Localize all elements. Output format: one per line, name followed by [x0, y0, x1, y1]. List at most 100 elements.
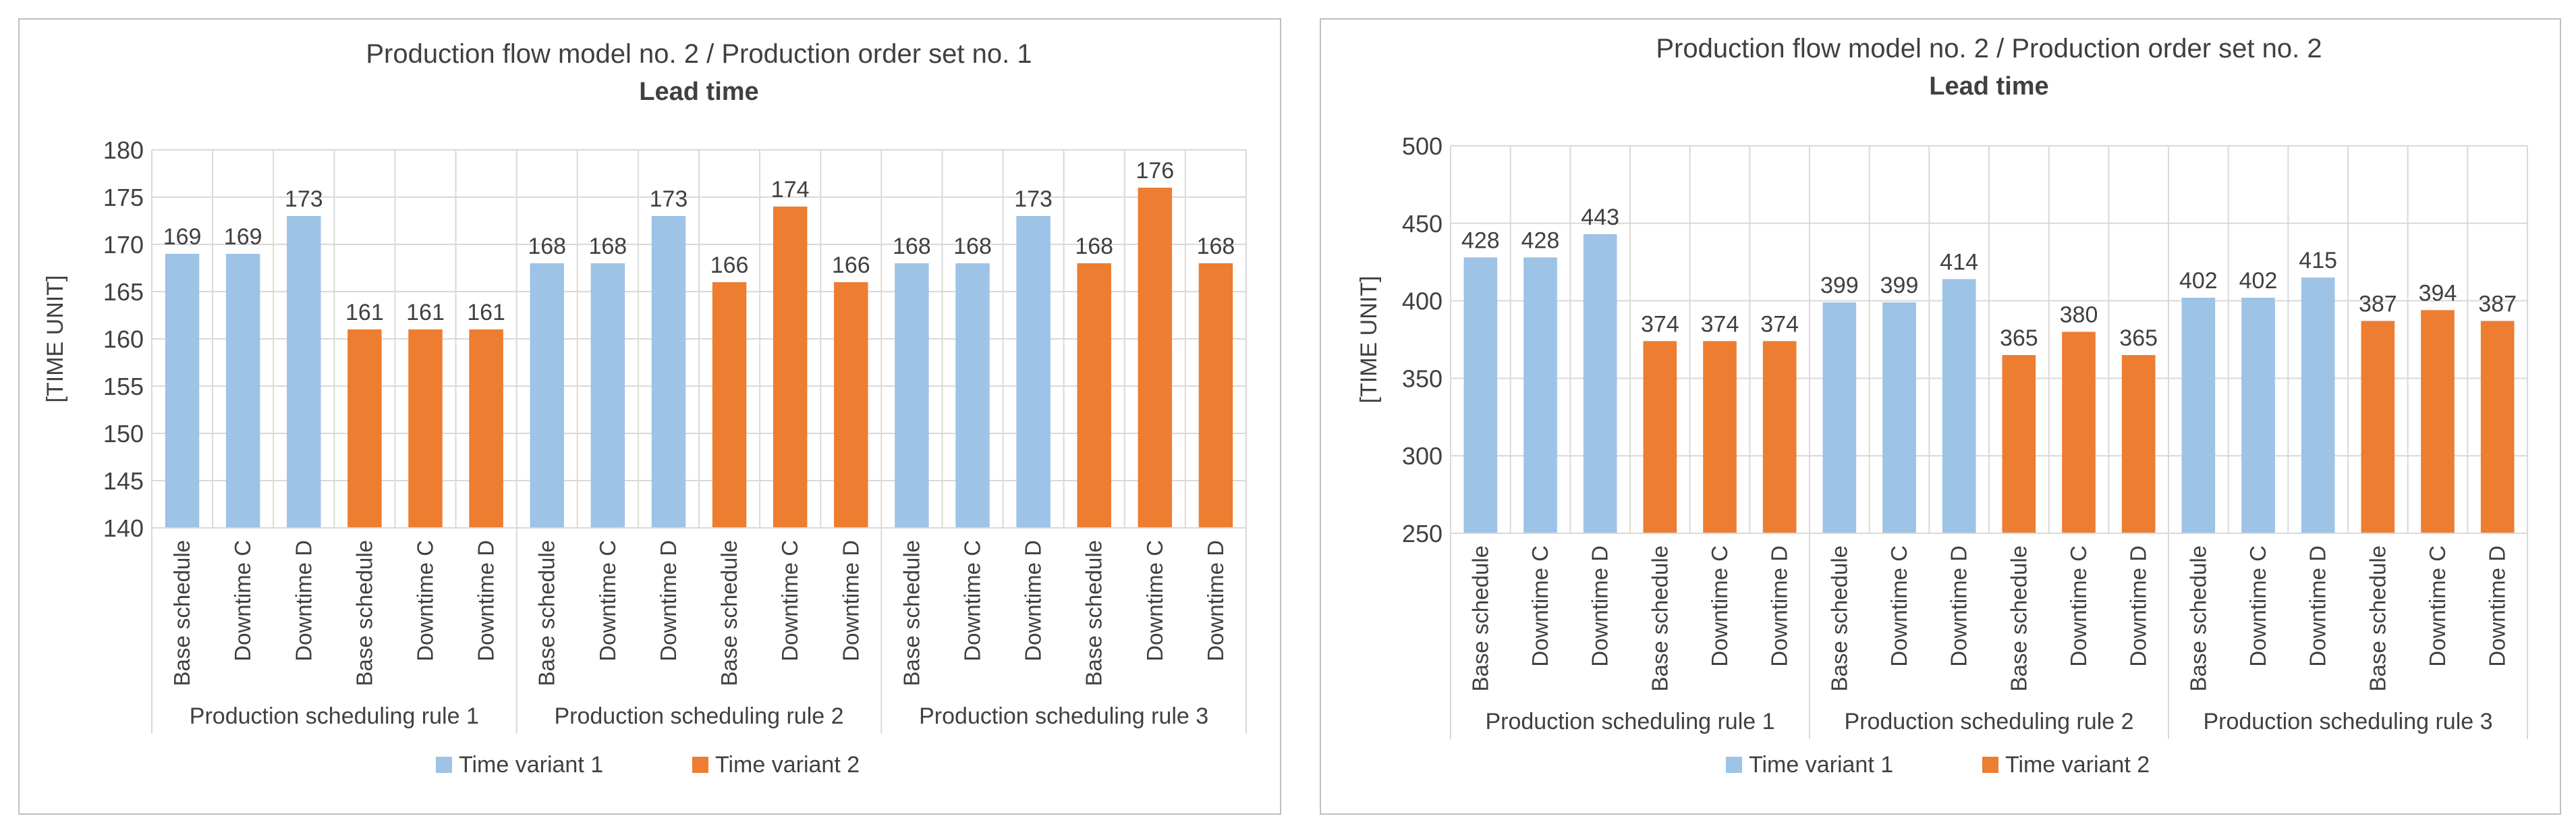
data-label: 402 [2179, 268, 2218, 294]
bar [1703, 341, 1737, 533]
y-tick-label: 155 [103, 373, 144, 400]
data-label: 399 [1820, 273, 1859, 298]
x-tick-label: Downtime C [1886, 545, 1911, 667]
x-tick-label: Downtime C [2066, 545, 2091, 667]
bar [651, 216, 686, 528]
data-label: 443 [1581, 205, 1619, 230]
bar [2421, 310, 2455, 533]
x-tick-label: Base schedule [1826, 545, 1851, 691]
bar [1016, 216, 1051, 528]
group-label: Production scheduling rule 2 [554, 703, 843, 729]
y-tick-label: 175 [103, 184, 144, 211]
x-tick-label: Base schedule [2185, 545, 2210, 691]
chart-1: Production flow model no. 2 / Production… [18, 18, 1281, 815]
bar [955, 263, 990, 528]
bar [1942, 279, 1976, 533]
data-label: 168 [1075, 234, 1113, 259]
y-tick-label: 300 [1402, 442, 1443, 470]
x-tick-label: Base schedule [352, 540, 376, 686]
legend-swatch [1726, 757, 1742, 773]
x-tick-label: Base schedule [2365, 545, 2390, 691]
x-tick-label: Base schedule [717, 540, 741, 686]
data-label: 387 [2359, 291, 2397, 317]
data-label: 387 [2478, 291, 2517, 317]
x-tick-label: Base schedule [1647, 545, 1672, 691]
bar [590, 263, 625, 528]
x-tick-label: Base schedule [1082, 540, 1107, 686]
bar [530, 263, 564, 528]
legend-label: Time variant 1 [1749, 752, 1893, 778]
legend: Time variant 1 Time variant 2 [1726, 752, 2150, 778]
bar [408, 329, 443, 528]
x-tick-label: Base schedule [2006, 545, 2031, 691]
data-label: 169 [224, 224, 262, 250]
y-tick-label: 150 [103, 420, 144, 448]
data-label: 161 [467, 300, 505, 325]
chart-title: Production flow model no. 2 / Production… [1656, 34, 2322, 63]
group-label: Production scheduling rule 3 [2203, 709, 2492, 734]
chart-subtitle: Lead time [639, 78, 758, 106]
y-axis-label: [TIME UNIT] [1356, 276, 1382, 404]
x-tick-label: Downtime D [2126, 545, 2151, 667]
bar [1463, 257, 1498, 533]
x-tick-label: Downtime C [960, 540, 985, 662]
bar [1583, 234, 1617, 533]
bar [1138, 188, 1173, 528]
data-label: 428 [1461, 227, 1500, 253]
y-tick-label: 165 [103, 278, 144, 306]
x-tick-label: Downtime D [1767, 545, 1792, 667]
y-tick-label: 250 [1402, 520, 1443, 547]
y-tick-label: 350 [1402, 365, 1443, 392]
group-label: Production scheduling rule 1 [1485, 709, 1774, 734]
data-label: 414 [1940, 249, 1978, 275]
y-tick-label: 500 [1402, 132, 1443, 160]
x-tick-label: Downtime D [291, 540, 316, 662]
bar [1523, 257, 1557, 533]
bar [2241, 298, 2275, 533]
x-tick-label: Base schedule [1467, 545, 1492, 691]
legend-swatch [692, 757, 708, 773]
data-label: 173 [650, 186, 688, 212]
data-label: 176 [1136, 158, 1174, 184]
x-tick-label: Downtime D [656, 540, 681, 662]
x-tick-label: Downtime D [1021, 540, 1046, 662]
y-tick-label: 145 [103, 467, 144, 495]
data-label: 374 [1641, 311, 1679, 337]
data-label: 380 [2060, 302, 2098, 328]
bar [2480, 321, 2515, 533]
x-tick-label: Downtime D [1588, 545, 1613, 667]
group-label: Production scheduling rule 1 [190, 703, 479, 729]
x-tick-label: Downtime D [2305, 545, 2330, 667]
bar [2181, 298, 2216, 533]
bar [469, 329, 503, 528]
y-tick-label: 400 [1402, 288, 1443, 315]
data-label: 161 [406, 300, 445, 325]
data-label: 173 [1014, 186, 1053, 212]
bar [287, 216, 321, 528]
bar [2121, 354, 2156, 533]
x-tick-label: Downtime D [2485, 545, 2510, 667]
chart-2: Production flow model no. 2 / Production… [1320, 18, 2561, 815]
chart-subtitle: Lead time [1929, 72, 2048, 101]
x-tick-label: Base schedule [169, 540, 194, 686]
bar [1762, 341, 1797, 533]
data-label: 428 [1521, 227, 1560, 253]
x-tick-label: Downtime D [1947, 545, 1971, 667]
legend-swatch [1982, 757, 1998, 773]
chart-title: Production flow model no. 2 / Production… [366, 39, 1032, 69]
bar [347, 329, 382, 528]
y-tick-label: 180 [103, 136, 144, 164]
bar [1198, 263, 1233, 528]
x-tick-label: Downtime C [2425, 545, 2450, 667]
bar [2062, 331, 2096, 533]
legend-label: Time variant 1 [459, 752, 603, 778]
x-tick-label: Downtime C [2245, 545, 2270, 667]
data-label: 166 [710, 252, 749, 278]
y-tick-label: 160 [103, 325, 144, 353]
bar [165, 254, 200, 528]
data-label: 365 [2119, 325, 2158, 351]
data-label: 161 [345, 300, 384, 325]
x-tick-label: Downtime D [838, 540, 863, 662]
x-tick-label: Downtime C [1528, 545, 1552, 667]
